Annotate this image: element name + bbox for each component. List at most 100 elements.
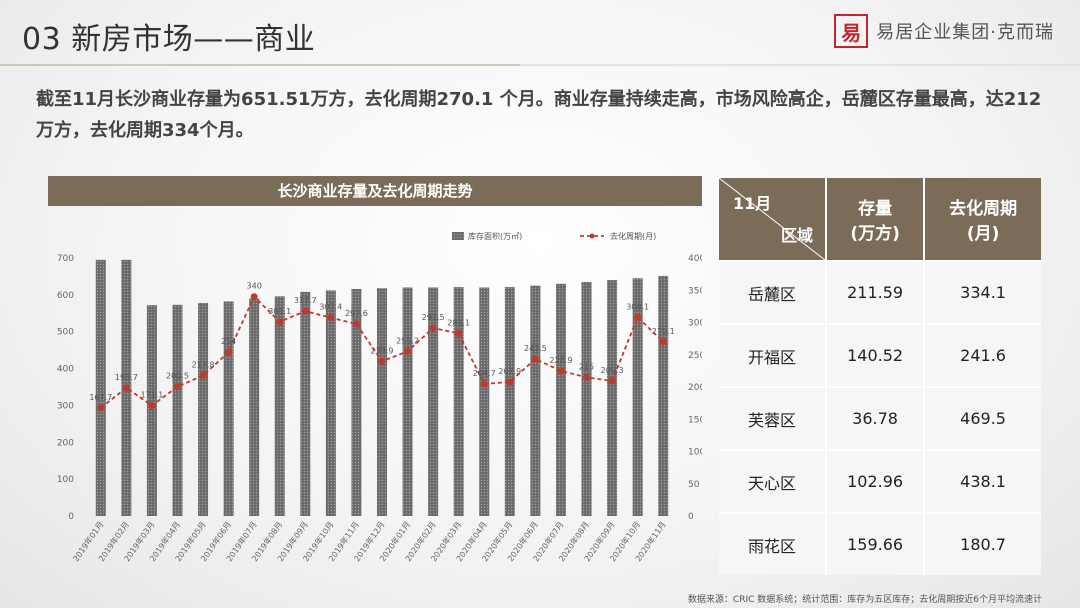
y-right-tick-label: 50	[688, 480, 700, 490]
bar-stock	[274, 296, 285, 516]
bar-stock	[198, 302, 209, 516]
point-period	[480, 380, 488, 388]
y-left-tick-label: 300	[57, 401, 74, 411]
stock-cell: 159.66	[826, 512, 926, 575]
point-period	[122, 384, 130, 392]
table-header-row: 11月 区域 存量 (万方) 去化周期 (月)	[719, 178, 1041, 261]
bar-stock	[95, 259, 106, 516]
table-row: 芙蓉区 36.78 469.5	[719, 386, 1041, 450]
legend-label-period: 去化周期(月)	[610, 231, 656, 241]
y-left-tick-label: 600	[57, 291, 74, 301]
district-cell: 开福区	[719, 323, 827, 387]
point-period	[173, 383, 181, 391]
point-period	[531, 355, 539, 363]
legend-label-stock: 库存面积(万㎡)	[468, 231, 522, 241]
point-period	[148, 402, 156, 410]
y-right-tick-label: 250	[688, 351, 702, 361]
data-label-period: 297.6	[345, 309, 368, 318]
point-period	[97, 404, 105, 412]
data-label-period: 291.5	[422, 313, 445, 322]
header-district: 区域	[780, 226, 813, 245]
district-cell: 岳麓区	[719, 260, 827, 324]
point-period	[455, 329, 463, 337]
bar-stock	[428, 287, 439, 516]
data-label-period: 255.2	[396, 336, 419, 345]
y-right-tick-label: 400	[688, 254, 702, 264]
bar-stock	[172, 304, 183, 516]
y-right-tick-label: 0	[688, 512, 694, 522]
y-right-tick-label: 350	[688, 286, 702, 296]
period-cell: 469.5	[924, 386, 1041, 450]
period-cell: 180.7	[924, 512, 1041, 575]
company-logo: 易 易居企业集团·克而瑞	[834, 14, 1054, 48]
district-table: 11月 区域 存量 (万方) 去化周期 (月) 岳麓区 211.59 334.1…	[719, 178, 1041, 575]
chart-title: 长沙商业存量及去化周期走势	[48, 176, 702, 206]
data-label-period: 171.1	[140, 391, 163, 400]
y-left-tick-label: 0	[68, 512, 74, 522]
point-period	[583, 373, 591, 381]
district-cell: 天心区	[719, 449, 827, 513]
header-month: 11月	[733, 194, 772, 213]
data-label-period: 340	[247, 282, 262, 291]
period-cell: 241.6	[924, 323, 1041, 387]
data-label-period: 198.7	[115, 373, 138, 382]
y-right-tick-label: 200	[688, 383, 702, 393]
point-period	[404, 347, 412, 355]
point-period	[250, 293, 258, 301]
point-period	[352, 320, 360, 328]
y-left-tick-label: 500	[57, 328, 74, 338]
page-title: 03 新房市场——商业	[22, 22, 316, 57]
district-cell: 芙蓉区	[719, 386, 827, 450]
bar-stock	[581, 281, 592, 516]
data-source-note: 数据来源：CRIC 数据系统；统计范围：库存为五区库存；去化周期按近6个月平均流…	[687, 595, 1042, 605]
table-row: 开福区 140.52 241.6	[719, 323, 1041, 387]
point-period	[276, 318, 284, 326]
legend-marker-period	[589, 233, 595, 239]
data-label-period: 200.5	[166, 372, 189, 381]
data-label-period: 167.7	[89, 393, 112, 402]
point-period	[429, 324, 437, 332]
header-stock: 存量 (万方)	[826, 178, 926, 261]
bar-stock	[530, 285, 541, 516]
bar-stock	[658, 275, 669, 516]
logo-text: 易居企业集团·克而瑞	[876, 22, 1054, 43]
bar-stock	[351, 288, 362, 516]
data-label-period: 215	[579, 362, 594, 371]
y-left-tick-label: 100	[57, 475, 74, 485]
data-label-period: 243.5	[524, 344, 547, 353]
bar-stock	[146, 305, 157, 516]
y-right-tick-label: 300	[688, 319, 702, 329]
data-label-period: 254	[221, 337, 236, 346]
title-divider	[0, 64, 1080, 66]
bar-stock	[223, 301, 234, 516]
point-period	[225, 348, 233, 356]
district-cell: 雨花区	[719, 512, 827, 575]
data-label-period: 204.7	[473, 369, 496, 378]
data-label-period: 317.7	[294, 296, 317, 305]
y-right-tick-label: 100	[688, 448, 702, 458]
data-label-period: 217.8	[192, 361, 215, 370]
point-period	[378, 357, 386, 365]
seal-icon: 易	[834, 14, 869, 48]
point-period	[506, 378, 514, 386]
bar-stock	[453, 287, 464, 516]
data-label-period: 224.9	[550, 356, 573, 365]
bar-stock	[249, 298, 260, 516]
bar-stock	[479, 287, 490, 516]
diagonal-divider	[719, 178, 825, 260]
data-label-period: 207.9	[498, 367, 521, 376]
data-label-period: 239.9	[371, 346, 394, 355]
point-period	[301, 307, 309, 315]
bar-stock	[555, 283, 566, 516]
summary-text: 截至11月长沙商业存量为651.51万方，去化周期270.1 个月。商业存量持续…	[36, 89, 1042, 141]
chart-panel: 长沙商业存量及去化周期走势 0 100 200 300 400 500 600 700 0 50 1…	[48, 176, 702, 588]
data-label-period: 283.1	[447, 318, 470, 327]
header-corner-cell: 11月 区域	[719, 178, 827, 261]
point-period	[557, 367, 565, 375]
y-left-tick-label: 700	[57, 254, 74, 264]
point-period	[199, 372, 207, 380]
table-row: 雨花区 159.66 180.7	[719, 512, 1041, 575]
bar-stock	[632, 278, 643, 516]
period-cell: 334.1	[924, 260, 1041, 324]
table-row: 天心区 102.96 438.1	[719, 449, 1041, 513]
